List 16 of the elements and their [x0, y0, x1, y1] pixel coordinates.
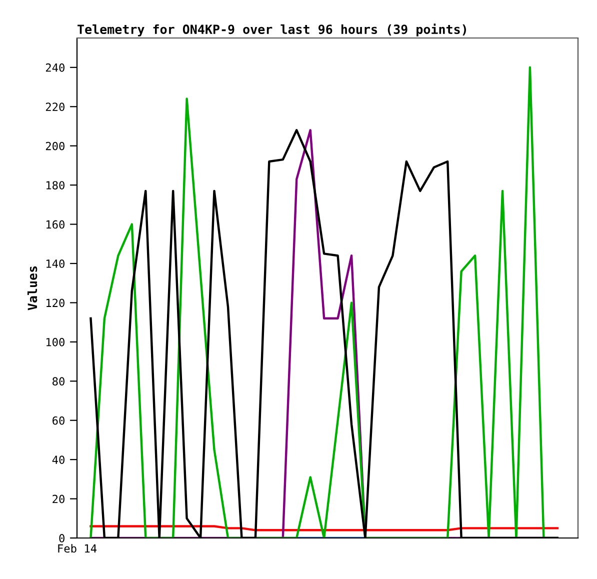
y-tick-label: 100 — [46, 338, 64, 346]
chart-title: Telemetry for ON4KP-9 over last 96 hours (39 points) — [78, 24, 466, 36]
y-axis-title: Values — [27, 266, 38, 310]
y-tick-label: 120 — [46, 298, 64, 308]
text: Feb 14 — [58, 544, 97, 553]
y-tick-label: 140 — [46, 259, 64, 268]
y-tick-label: 220 — [46, 102, 64, 112]
y-tick-label: 0 — [59, 534, 64, 542]
y-tick-label: 160 — [46, 220, 64, 229]
y-tick-label: 180 — [46, 181, 64, 190]
y-tick-label: 40 — [52, 456, 64, 464]
y-tick-label: 80 — [52, 377, 64, 386]
y-tick-label: 60 — [52, 416, 64, 425]
y-tick-label: 200 — [46, 142, 64, 150]
y-tick-label: 20 — [52, 494, 64, 504]
y-tick-label: 240 — [46, 63, 64, 72]
